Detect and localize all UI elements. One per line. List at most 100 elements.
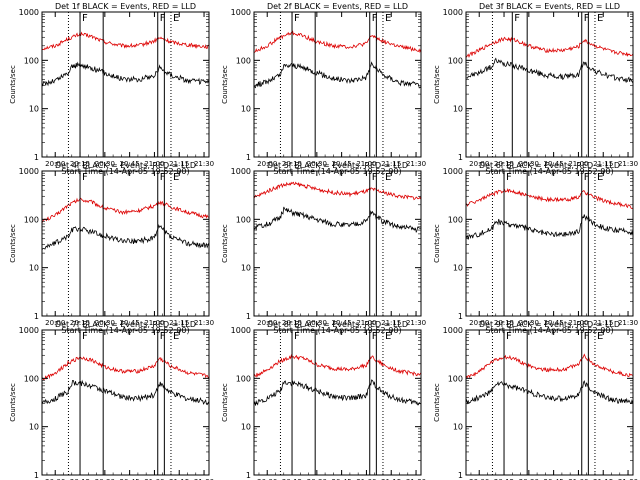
- lld-series: [465, 188, 633, 209]
- x-tick-label: 20:45: [544, 319, 564, 327]
- y-axis-label: Counts/sec: [221, 224, 229, 263]
- marker-label: E: [173, 172, 179, 183]
- marker-label: F: [372, 331, 378, 342]
- marker-label: E: [597, 172, 603, 183]
- events-series: [465, 57, 634, 83]
- panel-title: Det 6f BLACK = Events, RED = LLD: [479, 161, 620, 170]
- marker-label: E: [385, 172, 391, 183]
- plot-frame: [465, 11, 634, 158]
- lld-series: [41, 197, 209, 224]
- marker-label: E: [597, 331, 603, 342]
- y-axis-label: Counts/sec: [9, 224, 17, 263]
- y-axis-label: Counts/sec: [221, 65, 229, 104]
- y-tick-label: 1000: [19, 167, 39, 176]
- lld-series: [41, 356, 210, 381]
- x-tick-label: 21:30: [618, 478, 638, 480]
- y-tick-label: 1: [34, 471, 39, 480]
- marker-label: F: [82, 13, 88, 24]
- y-tick-label: 10: [29, 423, 39, 432]
- x-tick-label: 21:00: [144, 478, 164, 480]
- y-tick-label: 1: [246, 153, 251, 162]
- x-tick-label: 21:00: [568, 319, 588, 327]
- plot-frame: [41, 170, 210, 317]
- x-tick-label: 20:15: [282, 319, 302, 327]
- marker-label: F: [506, 331, 512, 342]
- lld-series: [41, 31, 209, 51]
- x-tick-label: 21:15: [381, 478, 401, 480]
- x-tick-label: 20:00: [257, 478, 277, 480]
- y-axis-label: Counts/sec: [9, 383, 17, 422]
- lld-series: [253, 181, 422, 201]
- x-tick-label: 21:15: [169, 478, 189, 480]
- x-tick-label: 20:15: [494, 319, 514, 327]
- lld-series: [253, 354, 422, 378]
- marker-label: E: [385, 331, 391, 342]
- plot-frame: [41, 11, 210, 158]
- y-tick-label: 100: [448, 215, 463, 224]
- events-series: [465, 214, 634, 240]
- y-axis-label: Counts/sec: [433, 65, 441, 104]
- y-tick-label: 1000: [443, 326, 463, 335]
- x-tick-label: 20:45: [120, 160, 140, 168]
- x-tick-label: 21:30: [406, 478, 426, 480]
- events-series: [253, 206, 421, 234]
- x-tick-label: 20:00: [45, 478, 65, 480]
- marker-label: E: [173, 331, 179, 342]
- marker-label: E: [597, 13, 603, 24]
- plot-frame: [41, 329, 210, 476]
- x-tick-label: 21:15: [381, 319, 401, 327]
- x-tick-label: 20:45: [332, 319, 352, 327]
- panel-title: Det 4f BLACK = Events, RED = LLD: [55, 161, 196, 170]
- x-tick-label: 20:00: [45, 319, 65, 327]
- y-tick-label: 10: [241, 423, 251, 432]
- x-tick-label: 20:15: [282, 160, 302, 168]
- y-tick-label: 1000: [19, 326, 39, 335]
- marker-label: E: [385, 13, 391, 24]
- marker-label: F: [506, 172, 512, 183]
- y-tick-label: 1000: [231, 326, 251, 335]
- y-tick-label: 1: [246, 471, 251, 480]
- plot-frame: [253, 11, 422, 158]
- x-tick-label: 20:45: [120, 319, 140, 327]
- panel-title: Det 9f BLACK = Events, RED = LLD: [479, 320, 620, 329]
- y-tick-label: 1000: [231, 8, 251, 17]
- x-tick-label: 21:15: [593, 319, 613, 327]
- panel-det-5: Det 5f BLACK = Events, RED = LLD F E 1 10 100…: [221, 161, 426, 335]
- marker-label: F: [82, 331, 88, 342]
- y-tick-label: 1: [34, 153, 39, 162]
- y-tick-label: 1: [458, 153, 463, 162]
- x-tick-label: 20:15: [70, 319, 90, 327]
- x-tick-label: 20:30: [95, 160, 115, 168]
- x-tick-label: 20:30: [519, 319, 539, 327]
- marker-label: F: [584, 172, 590, 183]
- x-tick-label: 20:00: [257, 319, 277, 327]
- y-tick-label: 100: [24, 215, 39, 224]
- x-tick-label: 20:30: [307, 478, 327, 480]
- x-tick-label: 20:00: [257, 160, 277, 168]
- marker-label: F: [584, 331, 590, 342]
- plot-frame: [465, 170, 634, 317]
- y-tick-label: 1: [34, 312, 39, 321]
- x-tick-label: 21:00: [568, 160, 588, 168]
- plot-frame: [253, 170, 422, 317]
- plot-frame: [253, 329, 422, 476]
- x-tick-label: 20:30: [95, 478, 115, 480]
- x-tick-label: 21:15: [381, 160, 401, 168]
- y-tick-label: 1000: [443, 167, 463, 176]
- x-tick-label: 20:45: [544, 478, 564, 480]
- x-tick-label: 20:30: [519, 160, 539, 168]
- panel-title: Det 7f BLACK = Events, RED = LLD: [55, 320, 196, 329]
- events-series: [41, 379, 210, 406]
- x-tick-label: 20:45: [332, 160, 352, 168]
- y-tick-label: 1: [458, 471, 463, 480]
- x-tick-label: 21:30: [194, 319, 214, 327]
- x-tick-label: 20:15: [282, 478, 302, 480]
- y-tick-label: 100: [24, 374, 39, 383]
- marker-label: F: [514, 13, 520, 24]
